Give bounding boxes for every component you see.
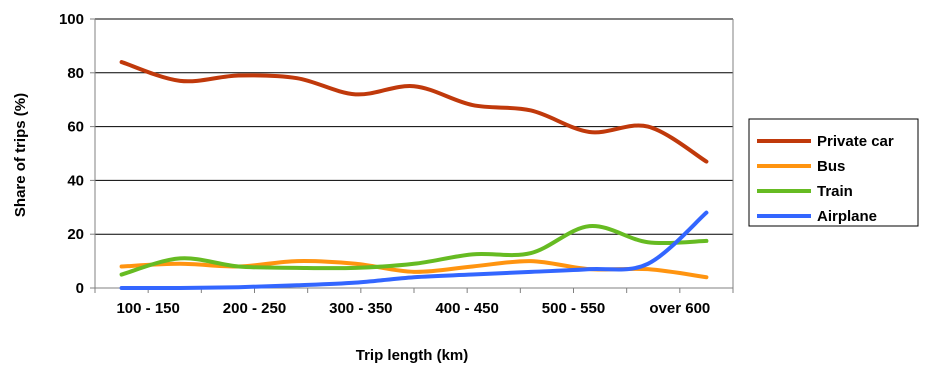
y-tick-label: 80 — [67, 65, 84, 82]
x-tick-labels: 100 - 150 200 - 250 300 - 350 400 - 450 500 … — [94, 288, 734, 317]
x-tick-label: 400 - 450 — [435, 300, 498, 317]
legend: Private car Bus Train Airplane — [748, 118, 919, 227]
y-tick-label: 20 — [67, 226, 84, 243]
y-tick-label: 60 — [67, 119, 84, 136]
series-line-airplane — [119, 210, 709, 291]
y-tick-label: 40 — [67, 172, 84, 189]
gridlines — [95, 18, 734, 288]
legend-label: Train — [817, 183, 853, 200]
y-axis-title: Share of trips (%) — [12, 93, 29, 217]
x-tick-label: 300 - 350 — [329, 300, 392, 317]
x-tick-label: 100 - 150 — [116, 300, 179, 317]
x-tick-label: 200 - 250 — [223, 300, 286, 317]
series-line-train — [119, 224, 709, 277]
x-tick-label: 500 - 550 — [542, 300, 605, 317]
series-line-private-car — [119, 60, 709, 164]
axes — [94, 19, 733, 289]
y-tick-labels: 0 20 40 60 80 100 — [59, 11, 95, 297]
legend-label: Private car — [817, 133, 894, 150]
legend-box — [748, 118, 919, 227]
x-tick-label: over 600 — [649, 300, 710, 317]
y-tick-label: 0 — [76, 280, 84, 297]
legend-label: Bus — [817, 158, 845, 175]
series-lines — [119, 60, 709, 291]
legend-label: Airplane — [817, 208, 877, 225]
y-tick-label: 100 — [59, 11, 84, 28]
x-axis-title: Trip length (km) — [356, 347, 469, 364]
